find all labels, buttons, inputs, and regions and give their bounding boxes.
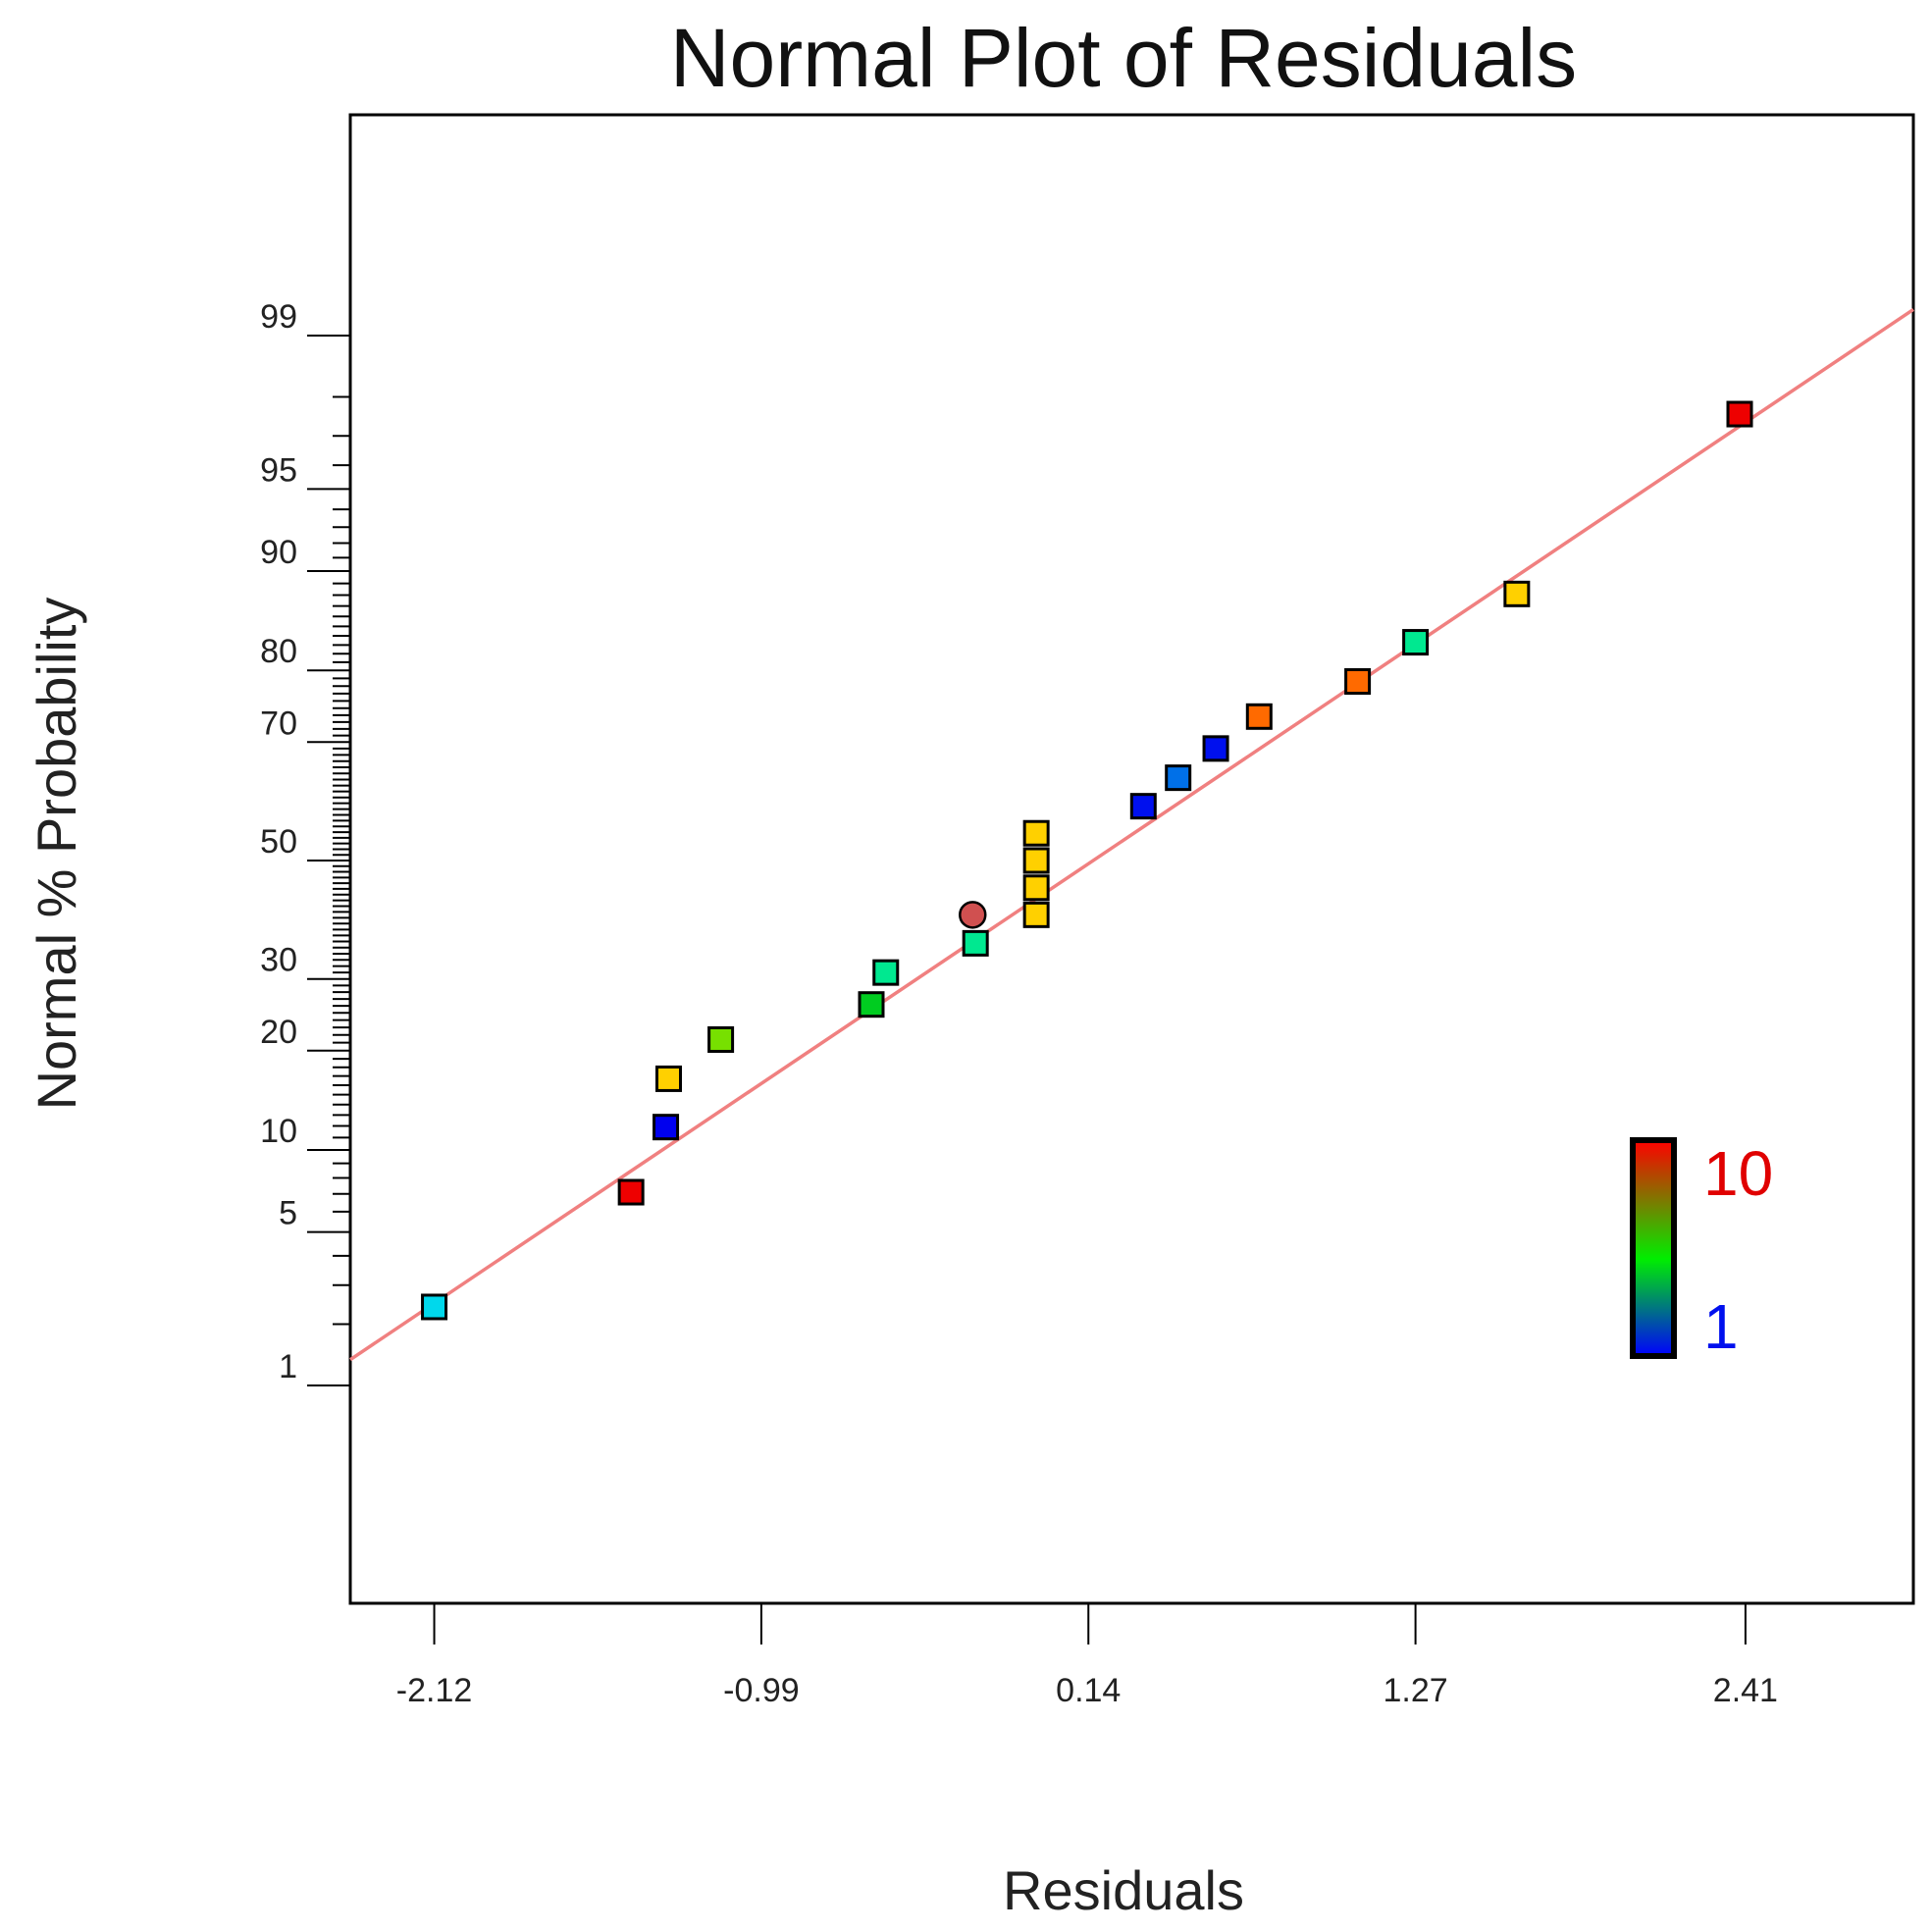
data-point [1402, 629, 1430, 656]
data-point [1245, 703, 1273, 730]
legend-min-label: 1 [1703, 1291, 1739, 1362]
data-point [1022, 874, 1050, 902]
color-legend-bar [1630, 1137, 1677, 1359]
y-tick-label: 80 [260, 633, 297, 670]
x-tick-label: -2.12 [396, 1672, 473, 1709]
data-point [1022, 819, 1050, 847]
chart-title: Normal Plot of Residuals [670, 12, 1577, 104]
y-tick-label: 70 [260, 705, 297, 742]
data-point [1022, 847, 1050, 874]
y-axis-label: Normal % Probability [26, 598, 87, 1111]
y-tick-label: 10 [260, 1113, 297, 1150]
x-axis-label: Residuals [1003, 1859, 1244, 1921]
data-point [1503, 580, 1531, 607]
legend-max-label: 10 [1703, 1138, 1773, 1209]
data-point [1344, 668, 1372, 696]
x-tick-label: -0.99 [723, 1672, 800, 1709]
data-point [858, 991, 885, 1018]
data-point [653, 1114, 680, 1141]
fit-line [349, 308, 1914, 1362]
data-point [962, 929, 989, 957]
data-point [1022, 901, 1050, 928]
y-tick-label: 20 [260, 1014, 297, 1051]
data-point [959, 901, 987, 929]
y-tick-label: 1 [279, 1348, 297, 1385]
x-axis-ticks: -2.12 -0.99 0.14 1.27 2.41 [396, 1603, 1778, 1709]
data-point [421, 1293, 448, 1321]
plot-frame [348, 113, 1915, 1605]
data-point [1202, 735, 1229, 762]
y-tick-label: 99 [260, 298, 297, 336]
y-tick-label: 5 [279, 1195, 297, 1232]
data-point [617, 1178, 645, 1206]
data-point [707, 1025, 735, 1053]
data-points [421, 400, 1753, 1321]
y-axis-ticks: 1 5 10 20 30 50 70 80 90 95 99 [260, 298, 350, 1386]
data-point [1726, 400, 1753, 428]
y-tick-label: 95 [260, 451, 297, 489]
data-point [872, 959, 900, 986]
fit-line-layer [349, 308, 1914, 1362]
y-tick-label: 50 [260, 823, 297, 861]
x-tick-label: 2.41 [1713, 1672, 1778, 1709]
y-tick-label: 30 [260, 942, 297, 979]
data-point [655, 1065, 682, 1092]
data-point [1129, 793, 1157, 820]
x-tick-label: 1.27 [1384, 1672, 1448, 1709]
y-tick-label: 90 [260, 534, 297, 571]
color-legend: 10 1 [1630, 1137, 1773, 1362]
data-point [1165, 764, 1192, 792]
x-tick-label: 0.14 [1056, 1672, 1121, 1709]
